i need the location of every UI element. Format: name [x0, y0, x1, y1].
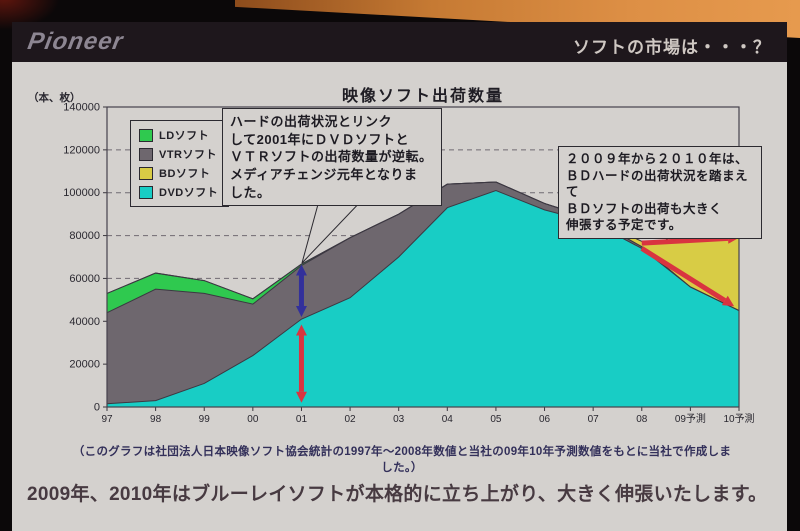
legend-label-bd: BDソフト	[159, 168, 211, 180]
x-axis-label: 01	[296, 414, 308, 425]
arrowhead	[295, 324, 307, 336]
y-axis-label: 140000	[63, 102, 100, 114]
y-axis-label: 20000	[69, 359, 100, 371]
chart-title: 映像ソフト出荷数量	[341, 88, 504, 105]
x-axis-label: 98	[150, 414, 162, 425]
plot-border	[106, 106, 740, 408]
callout-bd-growth: ２００９年から２０１０年は、 ＢＤハードの出荷状況を踏まえて ＢＤソフトの出荷も…	[558, 146, 762, 239]
area-band-dvd	[107, 190, 739, 407]
y-axis-label: 0	[94, 402, 100, 414]
legend-label-vtr: VTRソフト	[159, 149, 217, 161]
y-axis-unit-label: （本、枚）	[28, 92, 81, 104]
y-axis-label: 80000	[69, 230, 100, 242]
legend-swatch-dvd	[139, 185, 153, 199]
header-caption: ソフトの市場は・・・？	[573, 38, 771, 57]
band-outline	[106, 190, 740, 405]
annotation-arrow	[641, 235, 729, 246]
x-axis-label: 99	[199, 414, 211, 425]
y-axis-label: 120000	[63, 144, 100, 156]
projector-screen: Pioneer ソフトの市場は・・・？ 映像ソフト出荷数量 （本、枚） 0 200…	[12, 22, 787, 531]
x-axis-label: 00	[247, 414, 259, 425]
legend-swatch-ld	[139, 128, 153, 142]
legend-item-dvd: DVDソフト	[139, 184, 218, 200]
source-note: （このグラフは社団法人日本映像ソフト協会統計の1997年～2008年数値と当社の…	[72, 446, 732, 474]
x-axis-label: 97	[101, 414, 113, 425]
x-axis-label: 07	[588, 414, 600, 425]
arrowhead	[295, 264, 307, 276]
x-axis-label: 09予測	[675, 412, 706, 425]
y-axis-label: 60000	[69, 273, 100, 285]
pioneer-logo: Pioneer	[25, 28, 126, 55]
x-axis-label: 10予測	[723, 412, 754, 425]
callout-media-change: ハードの出荷状況とリンク して2001年にＤＶＤソフトと ＶＴＲソフトの出荷数量…	[222, 108, 442, 207]
y-axis-label: 40000	[69, 316, 100, 328]
legend-item-vtr: VTRソフト	[139, 146, 218, 162]
legend-swatch-bd	[139, 166, 153, 180]
legend-item-bd: BDソフト	[139, 165, 218, 181]
x-axis-label: 08	[636, 414, 648, 425]
chart-legend: LDソフト VTRソフト BDソフト DVDソフト	[130, 120, 230, 207]
x-axis-label: 04	[442, 414, 454, 425]
x-axis-label: 05	[490, 414, 502, 425]
arrowhead	[295, 391, 307, 403]
y-axis-label: 100000	[63, 187, 100, 199]
legend-swatch-vtr	[139, 147, 153, 161]
x-axis-label: 02	[345, 414, 357, 425]
x-axis-label: 06	[539, 414, 551, 425]
key-message: 2009年、2010年はブルーレイソフトが本格的に立ち上がり、大きく伸張いたしま…	[27, 484, 768, 505]
arrowhead	[721, 295, 735, 307]
legend-label-ld: LDソフト	[159, 130, 210, 142]
legend-label-dvd: DVDソフト	[159, 187, 219, 199]
legend-item-ld: LDソフト	[139, 127, 218, 143]
annotation-arrow	[640, 246, 727, 303]
arrowhead	[295, 306, 307, 317]
slide-header-band: Pioneer ソフトの市場は・・・？	[12, 22, 787, 62]
x-axis-label: 03	[393, 414, 405, 425]
area-band-vtr	[107, 182, 739, 404]
